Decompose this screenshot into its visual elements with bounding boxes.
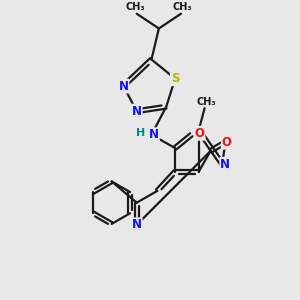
Text: O: O [195,127,205,140]
Text: N: N [149,128,159,141]
Text: N: N [132,105,142,118]
Text: H: H [136,128,145,138]
Text: S: S [171,72,179,85]
Text: CH₃: CH₃ [196,97,216,107]
Text: CH₃: CH₃ [173,2,192,12]
Text: CH₃: CH₃ [125,2,145,12]
Text: N: N [132,218,142,231]
Text: N: N [220,158,230,171]
Text: O: O [222,136,232,148]
Text: N: N [118,80,128,92]
